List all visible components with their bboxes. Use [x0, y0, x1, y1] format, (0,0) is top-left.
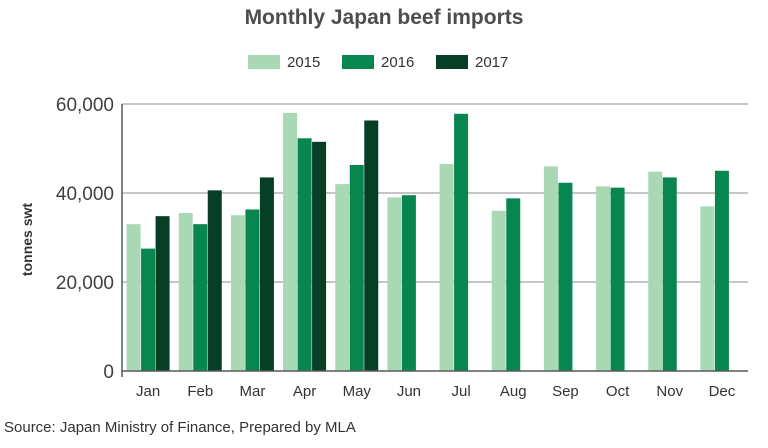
- bar-2017-may: [364, 120, 379, 371]
- x-tick-label: Jun: [397, 383, 421, 400]
- bar-2017-apr: [312, 141, 327, 371]
- bar-2015-sep: [543, 166, 558, 371]
- bar-2017-mar: [259, 177, 274, 371]
- x-tick-label: Feb: [187, 383, 213, 400]
- bar-2017-feb: [207, 190, 222, 371]
- bar-2016-nov: [662, 177, 677, 371]
- legend-item-2015: 2015: [248, 52, 320, 72]
- x-tick-label: Mar: [239, 383, 265, 400]
- bar-2016-sep: [558, 182, 573, 371]
- legend-swatch-2015: [248, 55, 280, 69]
- legend-label-2017: 2017: [475, 53, 509, 71]
- chart-title: Monthly Japan beef imports: [244, 6, 524, 29]
- x-tick-label: Aug: [500, 383, 527, 400]
- legend-item-2016: 2016: [342, 52, 414, 72]
- bar-2017-jan: [155, 216, 170, 371]
- bar-2015-apr: [283, 112, 298, 372]
- bar-2015-aug: [491, 210, 506, 371]
- legend-swatch-2016: [342, 55, 374, 69]
- bar-2015-may: [335, 184, 350, 371]
- legend-label-2015: 2015: [287, 53, 321, 71]
- source-note: Source: Japan Ministry of Finance, Prepa…: [4, 419, 356, 436]
- x-tick-label: May: [343, 383, 372, 400]
- bar-2015-feb: [178, 213, 193, 371]
- bar-2016-jun: [401, 195, 416, 371]
- bar-2016-may: [349, 164, 364, 371]
- x-tick-label: Jan: [136, 383, 160, 400]
- y-tick-label: 40,000: [56, 184, 114, 205]
- legend: 2015 2016 2017: [0, 52, 768, 72]
- x-tick-label: Oct: [606, 383, 630, 400]
- bar-2015-mar: [230, 215, 245, 371]
- bar-2015-oct: [596, 186, 611, 371]
- bar-2016-dec: [714, 170, 729, 371]
- bar-2015-nov: [648, 171, 663, 371]
- bar-2015-dec: [700, 206, 715, 371]
- bar-2016-jan: [141, 248, 156, 371]
- y-tick-label: 0: [103, 362, 114, 383]
- x-tick-label: Nov: [656, 383, 683, 400]
- x-tick-label: Dec: [709, 383, 736, 400]
- x-tick-label: Jul: [451, 383, 470, 400]
- y-tick-label: 20,000: [56, 273, 114, 294]
- y-tick-label: 60,000: [56, 95, 114, 116]
- legend-item-2017: 2017: [436, 52, 508, 72]
- legend-label-2016: 2016: [381, 53, 415, 71]
- x-tick-label: Apr: [293, 383, 316, 400]
- legend-swatch-2017: [436, 55, 468, 69]
- bar-2015-jan: [126, 224, 141, 371]
- x-tick-label: Sep: [552, 383, 579, 400]
- bar-2016-jul: [454, 113, 469, 371]
- bar-2016-oct: [610, 187, 625, 371]
- bar-2016-aug: [506, 198, 521, 371]
- bar-2015-jul: [439, 164, 454, 371]
- y-axis-label: tonnes swt: [19, 203, 35, 276]
- bar-2016-apr: [297, 138, 312, 371]
- bar-2015-jun: [387, 197, 402, 371]
- bar-2016-mar: [245, 209, 260, 371]
- bar-2016-feb: [193, 224, 208, 371]
